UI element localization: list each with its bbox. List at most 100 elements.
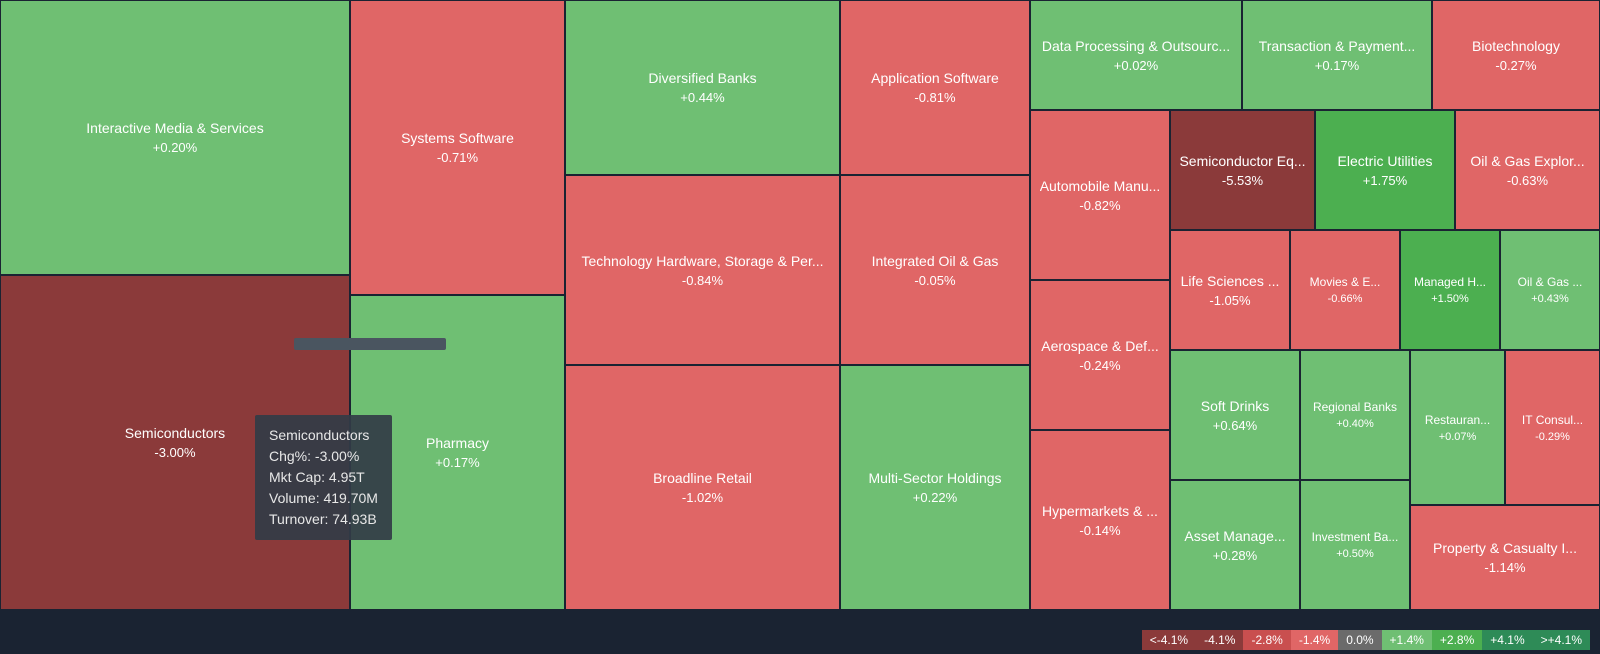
- treemap-cell[interactable]: Semiconductors -3.00%: [0, 275, 350, 610]
- cell-name: Transaction & Payment...: [1259, 38, 1416, 54]
- treemap-cell[interactable]: Semiconductor Eq... -5.53%: [1170, 110, 1315, 230]
- sector-treemap[interactable]: Interactive Media & Services +0.20% Semico…: [0, 0, 1600, 654]
- treemap-cell[interactable]: Managed H... +1.50%: [1400, 230, 1500, 350]
- cell-change: +0.02%: [1114, 58, 1158, 73]
- legend-swatch: +1.4%: [1382, 630, 1432, 650]
- treemap-cell[interactable]: Aerospace & Def... -0.24%: [1030, 280, 1170, 430]
- cell-name: Technology Hardware, Storage & Per...: [581, 253, 823, 269]
- cell-name: Broadline Retail: [653, 470, 752, 486]
- cell-change: -5.53%: [1222, 173, 1263, 188]
- cell-name: Hypermarkets & ...: [1042, 503, 1158, 519]
- cell-change: +0.28%: [1213, 548, 1257, 563]
- cell-name: Managed H...: [1414, 275, 1486, 289]
- cell-name: Asset Manage...: [1184, 528, 1285, 544]
- treemap-cell[interactable]: Restauran... +0.07%: [1410, 350, 1505, 505]
- treemap-cell[interactable]: Life Sciences ... -1.05%: [1170, 230, 1290, 350]
- treemap-cell[interactable]: Oil & Gas ... +0.43%: [1500, 230, 1600, 350]
- cell-name: Aerospace & Def...: [1041, 338, 1159, 354]
- cell-change: +0.20%: [153, 140, 197, 155]
- cell-change: -0.82%: [1079, 198, 1120, 213]
- cell-change: +0.44%: [680, 90, 724, 105]
- cell-name: Restauran...: [1425, 413, 1490, 427]
- cell-change: -0.14%: [1079, 523, 1120, 538]
- cell-name: Movies & E...: [1310, 275, 1381, 289]
- cell-name: Semiconductor Eq...: [1179, 153, 1305, 169]
- cell-name: Property & Casualty I...: [1433, 540, 1577, 556]
- cell-name: Investment Ba...: [1312, 530, 1399, 544]
- treemap-cell[interactable]: Integrated Oil & Gas -0.05%: [840, 175, 1030, 365]
- treemap-cell[interactable]: Property & Casualty I... -1.14%: [1410, 505, 1600, 610]
- treemap-cell[interactable]: Automobile Manu... -0.82%: [1030, 110, 1170, 280]
- treemap-cell[interactable]: Asset Manage... +0.28%: [1170, 480, 1300, 610]
- cell-change: +0.22%: [913, 490, 957, 505]
- cell-change: -0.81%: [914, 90, 955, 105]
- treemap-cell[interactable]: Technology Hardware, Storage & Per... -0.…: [565, 175, 840, 365]
- legend-swatch: +2.8%: [1432, 630, 1482, 650]
- cell-change: -1.14%: [1484, 560, 1525, 575]
- cell-name: Data Processing & Outsourc...: [1042, 38, 1230, 54]
- cell-name: Electric Utilities: [1338, 153, 1433, 169]
- cell-change: -0.71%: [437, 150, 478, 165]
- tooltip-handle: [294, 338, 446, 350]
- cell-name: IT Consul...: [1522, 413, 1583, 427]
- cell-change: -1.05%: [1209, 293, 1250, 308]
- cell-name: Multi-Sector Holdings: [868, 470, 1001, 486]
- cell-change: -0.05%: [914, 273, 955, 288]
- treemap-cell[interactable]: Oil & Gas Explor... -0.63%: [1455, 110, 1600, 230]
- treemap-cell[interactable]: Application Software -0.81%: [840, 0, 1030, 175]
- cell-name: Biotechnology: [1472, 38, 1560, 54]
- treemap-cell[interactable]: Soft Drinks +0.64%: [1170, 350, 1300, 480]
- cell-change: +1.50%: [1431, 293, 1469, 305]
- treemap-cell[interactable]: Transaction & Payment... +0.17%: [1242, 0, 1432, 110]
- cell-name: Automobile Manu...: [1040, 178, 1161, 194]
- cell-name: Diversified Banks: [648, 70, 756, 86]
- legend-swatch: 0.0%: [1338, 630, 1381, 650]
- cell-change: +0.17%: [1315, 58, 1359, 73]
- cell-change: -1.02%: [682, 490, 723, 505]
- treemap-cell[interactable]: Interactive Media & Services +0.20%: [0, 0, 350, 275]
- legend-swatch: >+4.1%: [1533, 630, 1590, 650]
- cell-change: +0.07%: [1439, 431, 1477, 443]
- treemap-cell[interactable]: Diversified Banks +0.44%: [565, 0, 840, 175]
- cell-name: Semiconductors: [125, 425, 225, 441]
- cell-change: -0.29%: [1535, 431, 1570, 443]
- treemap-cell[interactable]: Systems Software -0.71%: [350, 0, 565, 295]
- cell-change: +0.17%: [435, 455, 479, 470]
- cell-change: +0.43%: [1531, 293, 1569, 305]
- treemap-cell[interactable]: Data Processing & Outsourc... +0.02%: [1030, 0, 1242, 110]
- treemap-cell[interactable]: Hypermarkets & ... -0.14%: [1030, 430, 1170, 610]
- cell-change: +0.64%: [1213, 418, 1257, 433]
- cell-name: Oil & Gas Explor...: [1470, 153, 1584, 169]
- cell-change: -3.00%: [154, 445, 195, 460]
- cell-name: Regional Banks: [1313, 400, 1397, 414]
- cell-name: Application Software: [871, 70, 999, 86]
- cell-name: Life Sciences ...: [1181, 273, 1280, 289]
- cell-change: -0.84%: [682, 273, 723, 288]
- cell-change: -0.63%: [1507, 173, 1548, 188]
- cell-name: Soft Drinks: [1201, 398, 1269, 414]
- treemap-cell[interactable]: Investment Ba... +0.50%: [1300, 480, 1410, 610]
- cell-name: Oil & Gas ...: [1518, 275, 1583, 289]
- treemap-cell[interactable]: IT Consul... -0.29%: [1505, 350, 1600, 505]
- legend-swatch: <-4.1%: [1142, 630, 1196, 650]
- cell-change: +1.75%: [1363, 173, 1407, 188]
- cell-name: Integrated Oil & Gas: [872, 253, 999, 269]
- treemap-cell[interactable]: Broadline Retail -1.02%: [565, 365, 840, 610]
- legend-swatch: -2.8%: [1243, 630, 1290, 650]
- cell-name: Systems Software: [401, 130, 514, 146]
- treemap-cell[interactable]: Regional Banks +0.40%: [1300, 350, 1410, 480]
- legend-swatch: -1.4%: [1291, 630, 1338, 650]
- treemap-cell[interactable]: Multi-Sector Holdings +0.22%: [840, 365, 1030, 610]
- treemap-cell[interactable]: Electric Utilities +1.75%: [1315, 110, 1455, 230]
- treemap-cell[interactable]: Biotechnology -0.27%: [1432, 0, 1600, 110]
- cell-name: Pharmacy: [426, 435, 489, 451]
- cell-change: +0.50%: [1336, 548, 1374, 560]
- cell-name: Interactive Media & Services: [86, 120, 263, 136]
- cell-change: +0.40%: [1336, 418, 1374, 430]
- cell-change: -0.27%: [1495, 58, 1536, 73]
- legend-swatch: +4.1%: [1482, 630, 1532, 650]
- cell-change: -0.24%: [1079, 358, 1120, 373]
- cell-change: -0.66%: [1328, 293, 1363, 305]
- color-legend: <-4.1%-4.1%-2.8%-1.4%0.0%+1.4%+2.8%+4.1%…: [1142, 630, 1590, 650]
- treemap-cell[interactable]: Movies & E... -0.66%: [1290, 230, 1400, 350]
